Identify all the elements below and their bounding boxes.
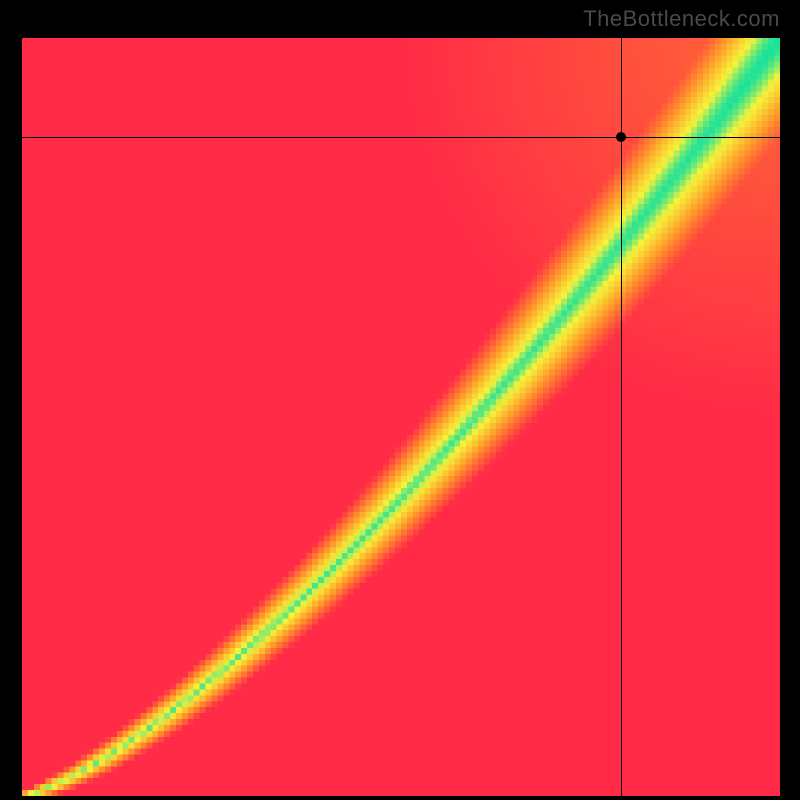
crosshair-point [616,132,626,142]
watermark-text: TheBottleneck.com [583,6,780,32]
bottleneck-heatmap-frame [20,36,782,798]
bottleneck-heatmap [22,38,780,796]
crosshair-horizontal-line [22,137,780,138]
crosshair-vertical-line [621,38,622,796]
